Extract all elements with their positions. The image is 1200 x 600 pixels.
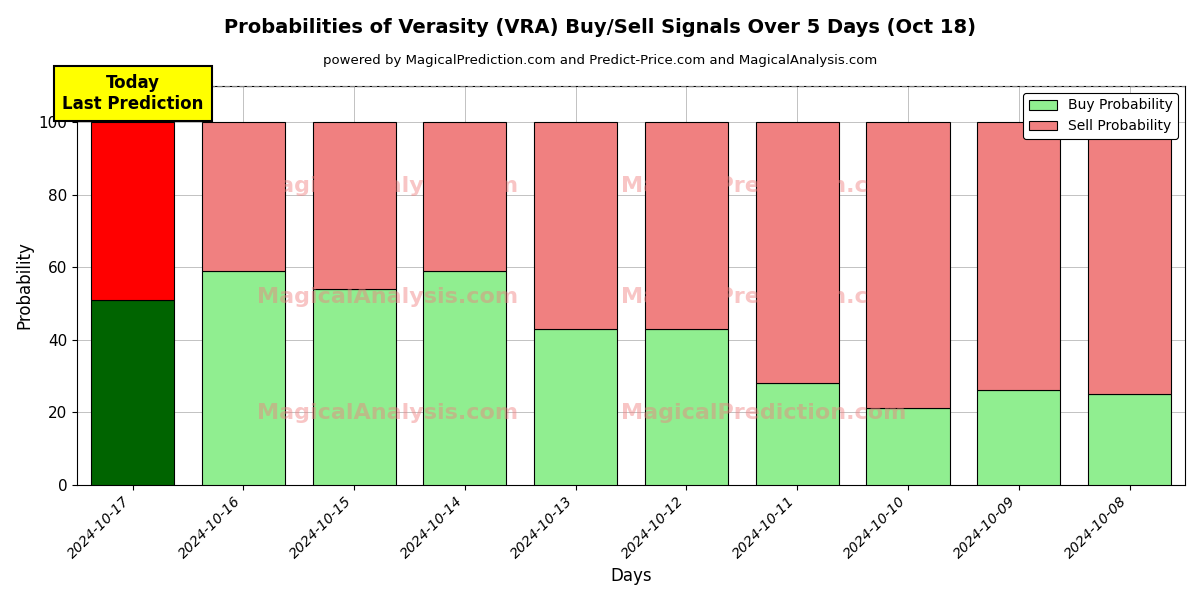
Bar [424,122,506,271]
Text: MagicalAnalysis.com: MagicalAnalysis.com [257,176,518,196]
Bar [866,122,949,409]
Bar [977,122,1061,391]
Bar [91,122,174,300]
Bar [202,271,284,485]
Text: Probabilities of Verasity (VRA) Buy/Sell Signals Over 5 Days (Oct 18): Probabilities of Verasity (VRA) Buy/Sell… [224,18,976,37]
Bar [756,383,839,485]
Text: MagicalPrediction.com: MagicalPrediction.com [622,176,907,196]
Bar [91,300,174,485]
Text: MagicalAnalysis.com: MagicalAnalysis.com [257,403,518,423]
Bar [866,409,949,485]
Bar [977,391,1061,485]
Text: MagicalPrediction.com: MagicalPrediction.com [622,287,907,307]
Text: powered by MagicalPrediction.com and Predict-Price.com and MagicalAnalysis.com: powered by MagicalPrediction.com and Pre… [323,54,877,67]
Text: MagicalPrediction.com: MagicalPrediction.com [622,403,907,423]
Text: MagicalAnalysis.com: MagicalAnalysis.com [257,287,518,307]
X-axis label: Days: Days [611,567,652,585]
Bar [756,122,839,383]
Y-axis label: Probability: Probability [14,241,32,329]
Bar [312,122,396,289]
Text: Today
Last Prediction: Today Last Prediction [62,74,203,113]
Bar [534,122,617,329]
Bar [644,329,728,485]
Legend: Buy Probability, Sell Probability: Buy Probability, Sell Probability [1024,93,1178,139]
Bar [312,289,396,485]
Bar [1088,394,1171,485]
Bar [202,122,284,271]
Bar [1088,122,1171,394]
Bar [534,329,617,485]
Bar [424,271,506,485]
Bar [644,122,728,329]
